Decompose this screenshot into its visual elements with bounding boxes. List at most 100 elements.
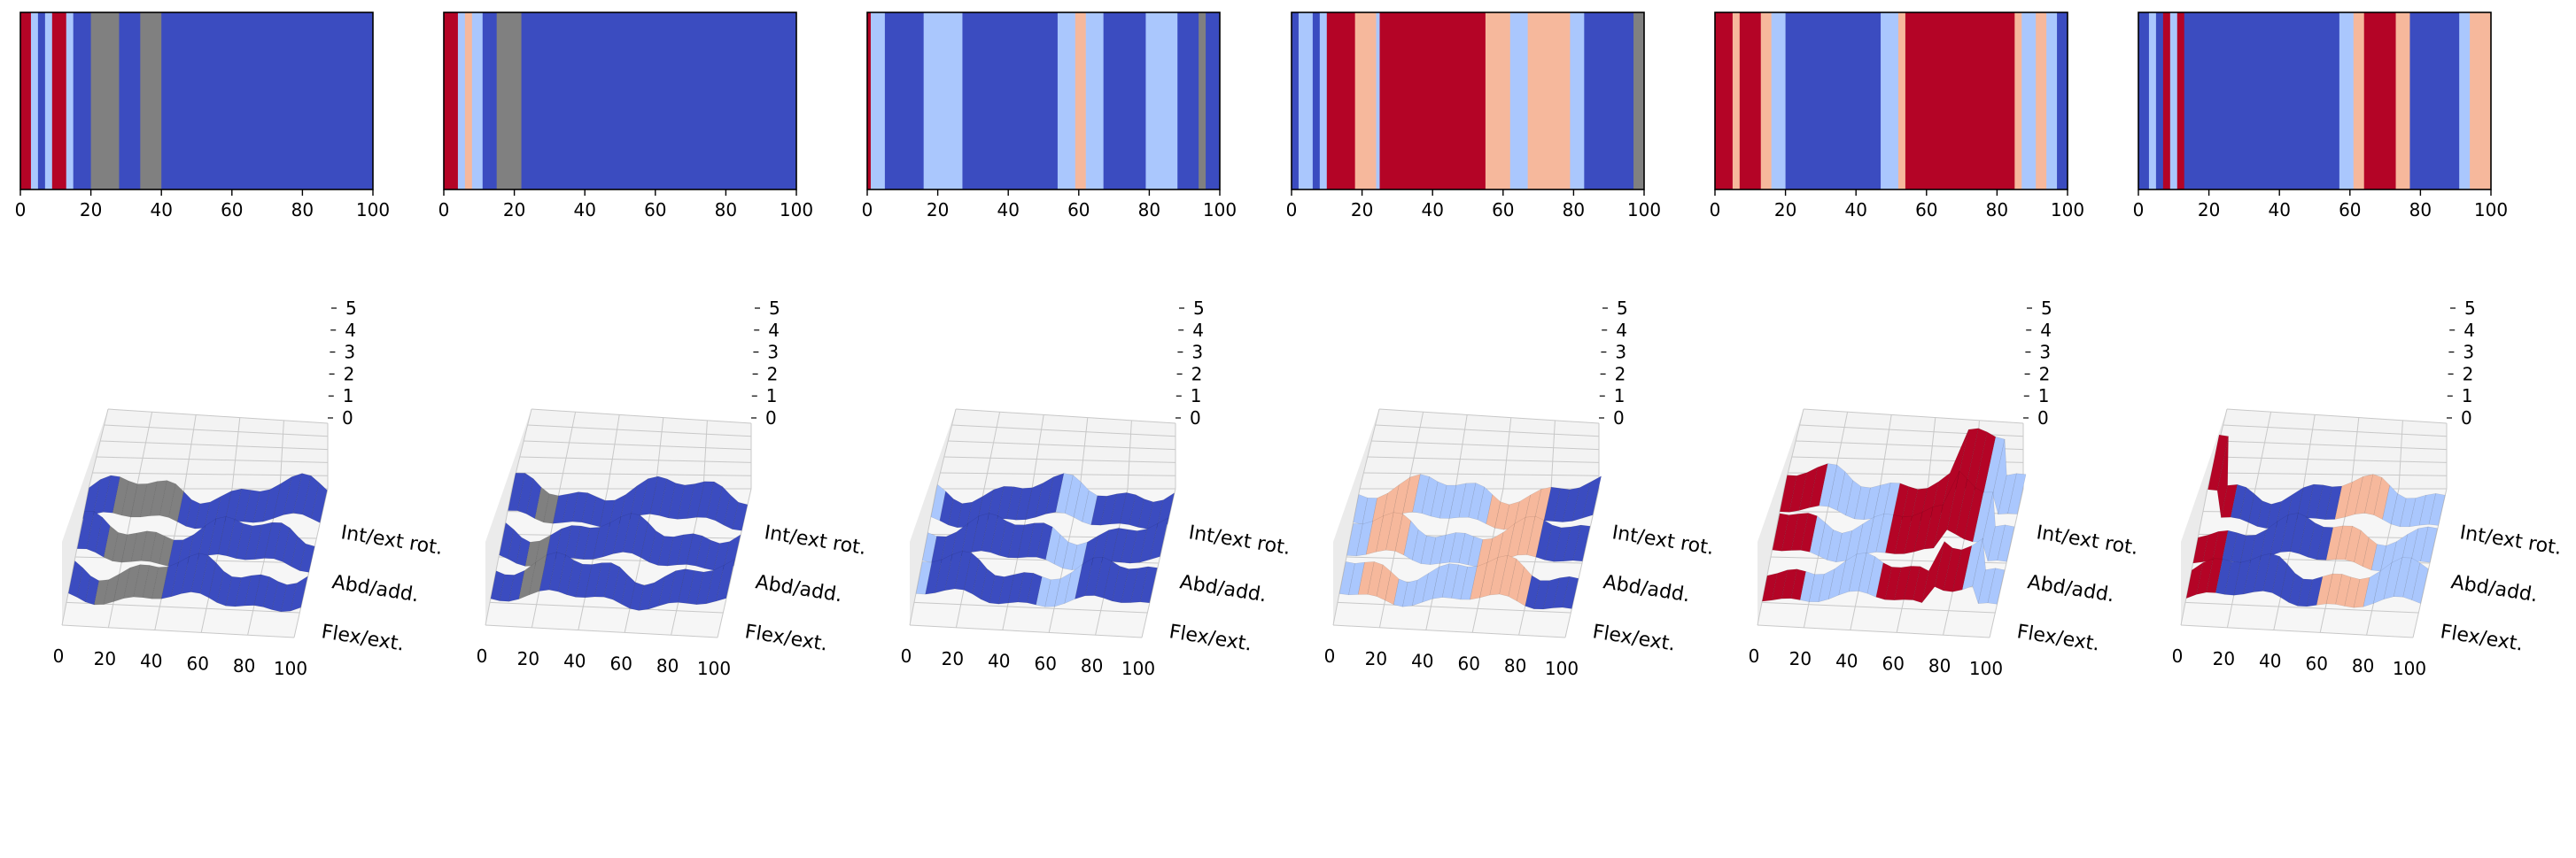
grid-line bbox=[1378, 408, 1600, 424]
heatmap-segment bbox=[521, 12, 797, 189]
x-tick-label: 0 bbox=[1324, 645, 1336, 667]
heatmap-frame bbox=[1714, 12, 2068, 190]
x-tick-label: 80 bbox=[1138, 199, 1160, 220]
x-tick-label: 60 bbox=[2339, 199, 2361, 220]
x-tick-label: 80 bbox=[1563, 199, 1585, 220]
z-tick-label: 3 bbox=[344, 342, 355, 363]
grid-line bbox=[1337, 601, 1571, 614]
x-tick-label: 80 bbox=[1504, 655, 1526, 676]
z-tick-label: 1 bbox=[343, 385, 354, 406]
heatmap-segment bbox=[464, 12, 473, 189]
x-tick-label: 20 bbox=[1789, 648, 1812, 669]
y-category-label: Int/ext rot. bbox=[1610, 522, 1715, 560]
x-tick-label: 40 bbox=[140, 651, 162, 672]
heatmap-segment bbox=[1633, 12, 1645, 189]
z-tick-label: 2 bbox=[2463, 363, 2474, 384]
z-tick-label: 2 bbox=[2039, 363, 2051, 384]
y-category-label: Int/ext rot. bbox=[1187, 522, 1292, 560]
grid-line bbox=[531, 408, 752, 424]
x-tick-label: 20 bbox=[94, 648, 116, 669]
x-tick-label: 80 bbox=[1081, 655, 1103, 676]
side-pane bbox=[485, 409, 531, 625]
x-tick-label: 100 bbox=[1203, 199, 1237, 220]
grid-line bbox=[2254, 412, 2272, 490]
heatmap-panel: 0 20 40 60 80 100 bbox=[2133, 12, 2508, 220]
grid-line bbox=[96, 456, 329, 463]
heatmap-frame bbox=[443, 12, 797, 190]
heatmap-segment bbox=[1715, 12, 1734, 189]
x-tick-label: 60 bbox=[609, 653, 632, 674]
x-tick-label: 80 bbox=[715, 199, 737, 220]
x-tick-label: 0 bbox=[53, 645, 65, 667]
x-tick-label: 80 bbox=[2409, 199, 2432, 220]
x-tick-label: 0 bbox=[1710, 199, 1721, 220]
grid-line bbox=[92, 472, 329, 476]
z-tick-label: 0 bbox=[1190, 407, 1201, 429]
side-pane bbox=[910, 409, 956, 625]
x-tick-label: 0 bbox=[2172, 645, 2184, 667]
z-tick-label: 0 bbox=[2461, 407, 2472, 429]
x-tick-label: 0 bbox=[1749, 645, 1760, 667]
grid-line bbox=[948, 440, 1176, 451]
grid-line bbox=[2219, 440, 2448, 451]
heatmap-segment bbox=[1298, 12, 1314, 189]
x-tick-label: 20 bbox=[942, 648, 964, 669]
heatmap-segment bbox=[1897, 12, 1906, 189]
z-tick-label: 3 bbox=[1191, 342, 1203, 363]
x-tick-label: 40 bbox=[997, 199, 1019, 220]
heatmap-segment bbox=[1739, 12, 1762, 189]
y-category-label: Int/ext rot. bbox=[763, 522, 867, 560]
x-tick-label: 60 bbox=[644, 199, 666, 220]
z-tick-label: 4 bbox=[345, 320, 356, 341]
surface-patch bbox=[1997, 524, 2015, 562]
y-category-label: Abd/add. bbox=[330, 571, 420, 607]
x-tick-label: 0 bbox=[15, 199, 27, 220]
z-tick-label: 4 bbox=[2040, 320, 2052, 341]
grid-line bbox=[940, 472, 1176, 476]
heatmap-segment bbox=[870, 12, 886, 189]
x-tick-label: 20 bbox=[1774, 199, 1796, 220]
y-category-label: Flex/ext. bbox=[1591, 621, 1677, 655]
surface-patch bbox=[1582, 475, 1602, 519]
heatmap-segment bbox=[1145, 12, 1178, 189]
grid-line bbox=[104, 424, 329, 437]
heatmap-segment bbox=[2162, 12, 2171, 189]
surface-patch bbox=[299, 543, 315, 573]
heatmap-segment bbox=[1570, 12, 1585, 189]
heatmap-segment bbox=[44, 12, 53, 189]
heatmap-segment bbox=[1771, 12, 1787, 189]
heatmap-segment bbox=[2184, 12, 2340, 189]
heatmap-segment bbox=[2155, 12, 2164, 189]
grid-line bbox=[2223, 424, 2448, 437]
grid-line bbox=[1375, 424, 1600, 437]
z-tick-label: 5 bbox=[2464, 298, 2476, 319]
grid-line bbox=[913, 601, 1148, 614]
grid-line bbox=[2215, 456, 2448, 463]
x-tick-label: 40 bbox=[2268, 199, 2290, 220]
heatmap-segment bbox=[2057, 12, 2068, 189]
x-tick-label: 100 bbox=[2474, 199, 2508, 220]
x-tick-label: 60 bbox=[2305, 653, 2327, 674]
heatmap-segment bbox=[37, 12, 46, 189]
heatmap-segment bbox=[1177, 12, 1199, 189]
heatmap-segment bbox=[1785, 12, 1882, 189]
grid-line bbox=[2180, 624, 2414, 638]
x-tick-label: 0 bbox=[438, 199, 450, 220]
heatmap-frame bbox=[2138, 12, 2492, 190]
heatmap-segment bbox=[73, 12, 92, 189]
heatmap-frame bbox=[1291, 12, 1645, 190]
x-tick-label: 0 bbox=[901, 645, 912, 667]
y-category-label: Abd/add. bbox=[754, 571, 843, 607]
y-category-label: Flex/ext. bbox=[320, 621, 406, 655]
heatmap-segment bbox=[1085, 12, 1105, 189]
heatmap-segment bbox=[1354, 12, 1377, 189]
grid-line bbox=[1879, 414, 1892, 490]
heatmap-segment bbox=[90, 12, 120, 189]
x-tick-label: 20 bbox=[2198, 199, 2220, 220]
x-tick-label: 0 bbox=[862, 199, 873, 220]
grid-line bbox=[2302, 414, 2316, 490]
x-tick-label: 40 bbox=[573, 199, 595, 220]
